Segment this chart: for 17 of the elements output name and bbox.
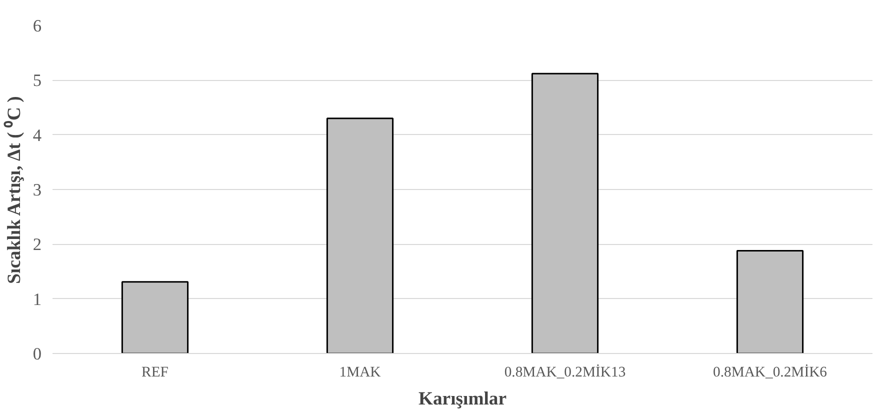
bar	[326, 118, 394, 354]
y-tick-label: 6	[32, 16, 42, 36]
x-tick-label: REF	[142, 364, 168, 380]
y-tick-label: 5	[32, 71, 42, 90]
bar	[736, 250, 804, 354]
bar	[121, 281, 189, 354]
y-tick-label: 4	[32, 126, 42, 145]
x-tick-label: 1MAK	[339, 364, 382, 380]
y-tick-label: 3	[32, 180, 42, 200]
y-tick-label: 1	[32, 290, 42, 309]
y-axis-title: Sıcaklık Artışı, Δt ( ⁰C )	[2, 96, 25, 284]
bar	[531, 72, 599, 354]
x-tick-label: 0.8MAK_0.2MİK13	[504, 364, 626, 380]
y-tick-label: 0	[32, 344, 42, 364]
y-tick-label: 2	[32, 235, 42, 254]
x-axis-title: Karışımlar	[418, 388, 507, 410]
x-tick-label: 0.8MAK_0.2MİK6	[713, 364, 828, 380]
